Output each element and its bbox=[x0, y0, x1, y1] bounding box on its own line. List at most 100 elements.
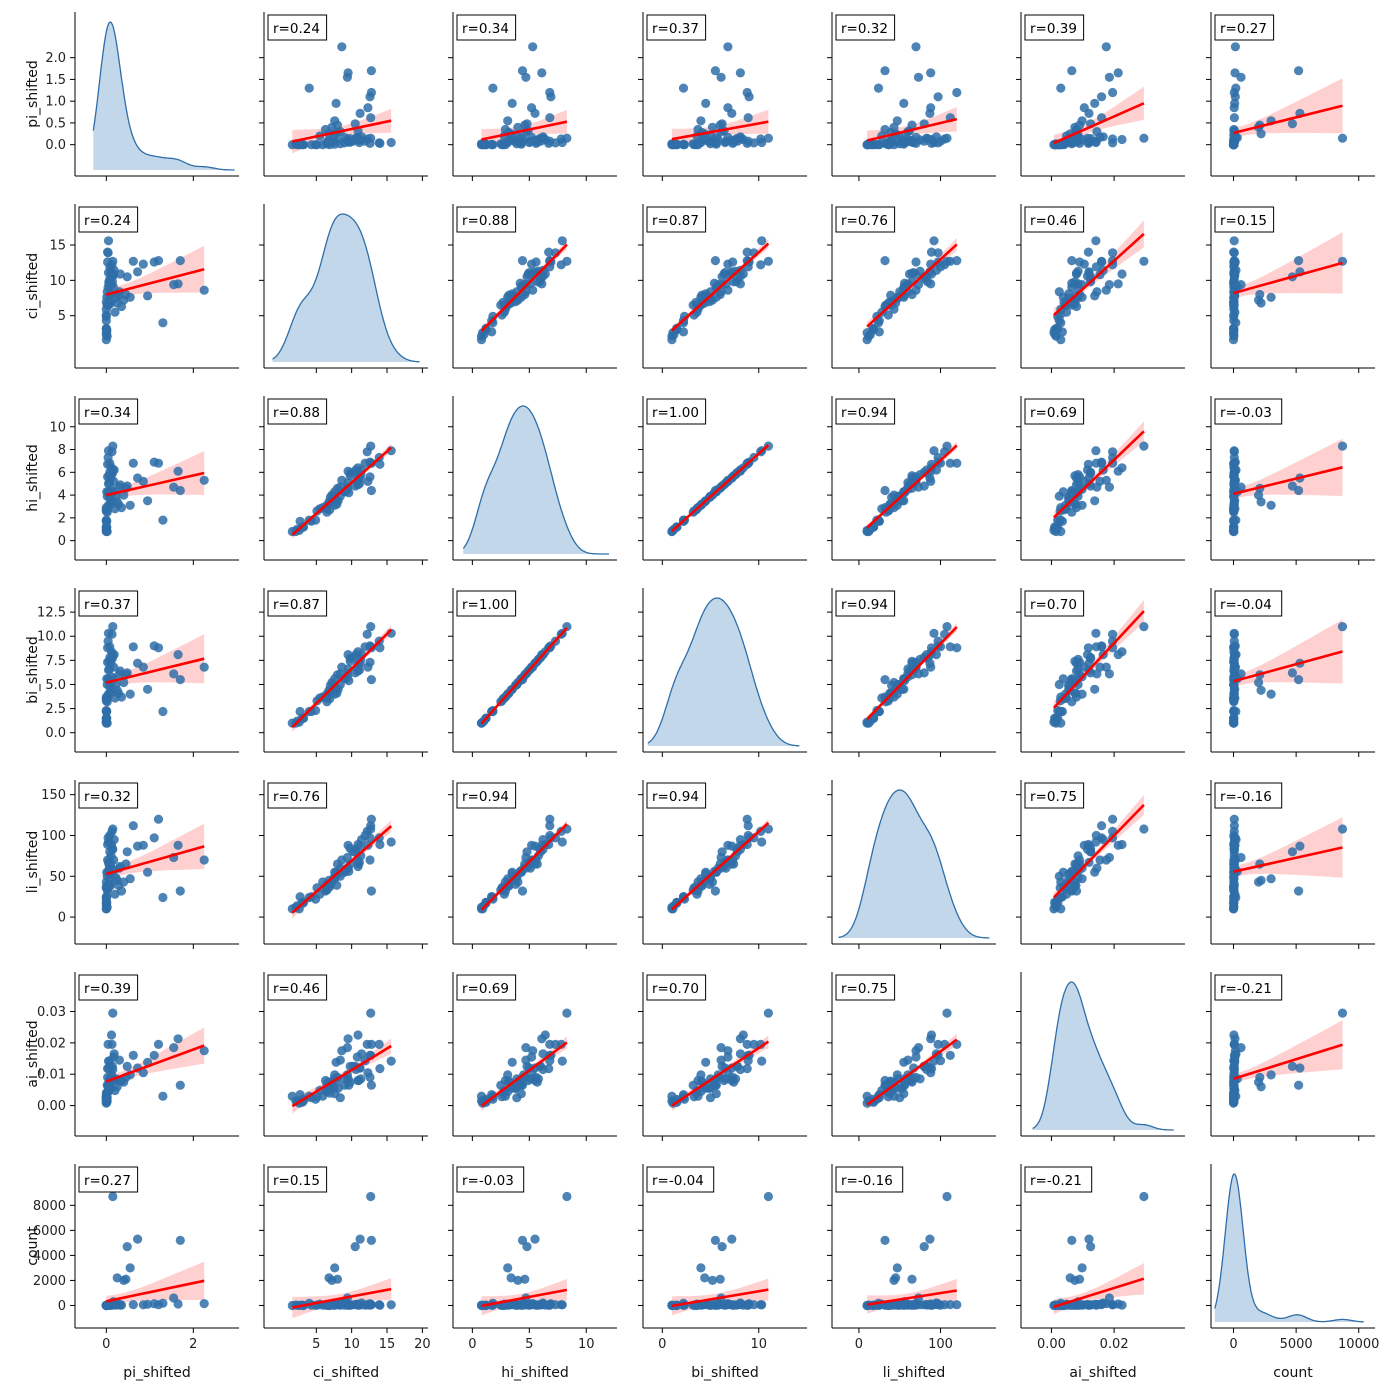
data-point bbox=[531, 1300, 541, 1310]
data-point bbox=[538, 1049, 548, 1059]
panel-li_shifted-vs-ai_shifted: r=0.75 bbox=[1016, 780, 1185, 949]
data-point bbox=[1091, 837, 1101, 847]
data-point bbox=[175, 1235, 185, 1245]
data-point bbox=[880, 675, 890, 685]
data-point bbox=[476, 335, 487, 345]
data-point bbox=[110, 889, 120, 899]
panel-plot-area bbox=[838, 789, 990, 939]
data-point bbox=[729, 277, 739, 287]
data-point bbox=[1229, 236, 1239, 246]
correlation-label: r=-0.21 bbox=[1030, 1173, 1082, 1189]
data-point bbox=[498, 297, 508, 307]
data-point bbox=[516, 867, 526, 877]
correlation-label: r=-0.04 bbox=[652, 1173, 704, 1189]
data-point bbox=[522, 1242, 532, 1252]
data-point bbox=[1228, 1098, 1239, 1108]
data-point bbox=[199, 1046, 209, 1056]
data-point bbox=[1139, 622, 1149, 632]
data-point bbox=[557, 1300, 567, 1310]
data-point bbox=[488, 83, 498, 93]
data-point bbox=[101, 1300, 111, 1311]
data-point bbox=[720, 1300, 730, 1310]
data-point bbox=[103, 833, 113, 843]
correlation-box bbox=[646, 782, 707, 809]
data-point bbox=[749, 138, 759, 148]
data-point bbox=[911, 42, 921, 52]
panel-plot-area bbox=[667, 1008, 774, 1111]
data-point bbox=[1075, 472, 1085, 482]
data-point bbox=[700, 1273, 710, 1283]
correlation-label: r=-0.21 bbox=[1220, 981, 1272, 997]
data-point bbox=[103, 839, 113, 850]
correlation-box bbox=[456, 1166, 525, 1193]
kde-fill-li_shifted bbox=[838, 790, 990, 938]
data-point bbox=[926, 1064, 937, 1074]
data-point bbox=[1229, 316, 1239, 326]
panel-plot-area bbox=[1049, 599, 1149, 728]
data-point bbox=[696, 116, 706, 126]
correlation-label: r=0.15 bbox=[273, 1173, 320, 1189]
data-point bbox=[742, 138, 752, 148]
regression-line bbox=[1053, 232, 1145, 316]
correlation-label: r=-0.04 bbox=[1220, 597, 1272, 613]
data-point bbox=[101, 505, 111, 515]
x-tick-label: 0 bbox=[658, 1337, 666, 1352]
data-point bbox=[1091, 236, 1101, 246]
data-point bbox=[1056, 526, 1066, 537]
data-point bbox=[899, 487, 909, 497]
correlation-box bbox=[835, 590, 896, 617]
x-tick-label: 15 bbox=[379, 1337, 396, 1352]
data-point bbox=[1056, 335, 1066, 345]
data-point bbox=[487, 140, 497, 150]
data-point bbox=[1083, 643, 1093, 653]
data-point bbox=[1075, 657, 1085, 667]
data-point bbox=[701, 1057, 711, 1067]
data-point bbox=[1084, 108, 1094, 118]
panel-bi_shifted-vs-li_shifted: r=0.94 bbox=[827, 588, 996, 757]
y-tick-label: 1.5 bbox=[45, 73, 66, 88]
data-point bbox=[728, 138, 738, 148]
data-point bbox=[1117, 839, 1127, 850]
correlation-box bbox=[1024, 14, 1085, 41]
correlation-box bbox=[646, 398, 707, 425]
data-point bbox=[546, 92, 556, 102]
data-point bbox=[749, 1300, 759, 1310]
kde-fill-count bbox=[1214, 1174, 1364, 1322]
data-point bbox=[1256, 129, 1266, 139]
panel-li_shifted-vs-hi_shifted: r=0.94 bbox=[448, 780, 617, 949]
data-point bbox=[366, 66, 376, 76]
data-point bbox=[942, 1008, 952, 1018]
data-point bbox=[925, 1234, 935, 1244]
data-point bbox=[325, 505, 335, 515]
y-tick-label: 4 bbox=[58, 489, 66, 504]
data-point bbox=[1256, 875, 1266, 886]
data-point bbox=[345, 656, 355, 666]
data-point bbox=[1058, 867, 1068, 877]
x-tick-label: 0 bbox=[855, 1337, 863, 1352]
data-point bbox=[1104, 669, 1114, 679]
data-point bbox=[544, 1300, 554, 1310]
data-point bbox=[862, 718, 872, 728]
data-point bbox=[105, 847, 115, 857]
data-point bbox=[1070, 688, 1080, 698]
data-point bbox=[1295, 841, 1305, 851]
data-point bbox=[1337, 824, 1348, 834]
data-point bbox=[125, 1263, 135, 1273]
data-point bbox=[711, 1089, 721, 1099]
regression-line bbox=[1053, 430, 1145, 519]
panel-plot-area bbox=[1032, 981, 1174, 1131]
x-tick-label: 5 bbox=[312, 1337, 320, 1352]
data-point bbox=[1056, 718, 1066, 728]
data-point bbox=[1083, 1300, 1093, 1310]
data-point bbox=[476, 1091, 487, 1101]
data-point bbox=[1117, 647, 1127, 657]
data-point bbox=[723, 42, 733, 52]
panel-plot-area bbox=[287, 1008, 396, 1114]
data-point bbox=[1084, 268, 1094, 278]
data-point bbox=[738, 1030, 748, 1040]
data-point bbox=[365, 657, 375, 667]
data-point bbox=[942, 1191, 952, 1202]
data-point bbox=[1117, 463, 1127, 473]
data-point bbox=[1067, 674, 1077, 684]
panel-plot-area bbox=[1049, 1191, 1149, 1315]
